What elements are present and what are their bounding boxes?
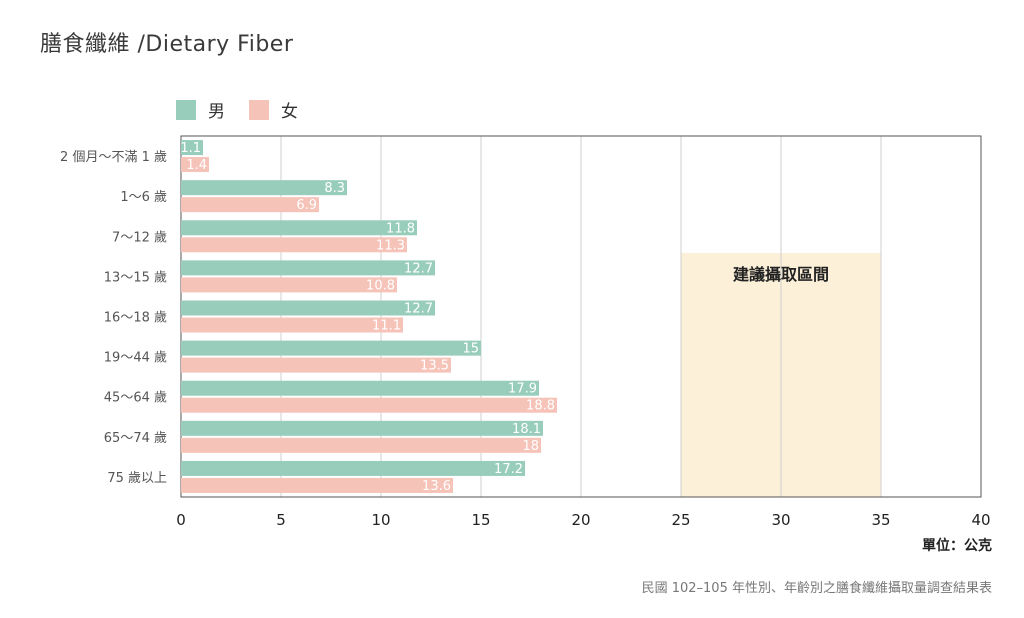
category-label: 7～12 歲 bbox=[112, 230, 167, 245]
plot-frame bbox=[180, 135, 982, 498]
x-tick-label: 25 bbox=[671, 511, 690, 529]
bar-female bbox=[181, 237, 407, 253]
data-label-female: 10.8 bbox=[366, 278, 395, 293]
bar-female bbox=[181, 317, 403, 333]
data-label-female: 6.9 bbox=[296, 198, 317, 213]
data-label-male: 12.7 bbox=[404, 261, 433, 276]
category-label: 45～64 歲 bbox=[104, 391, 167, 406]
data-label-female: 11.3 bbox=[376, 238, 405, 253]
category-label: 75 歲以上 bbox=[107, 471, 167, 486]
bar-female bbox=[181, 477, 453, 493]
x-tick-label: 40 bbox=[971, 511, 990, 529]
source-note: 民國 102–105 年性別、年齡別之膳食纖維攝取量調查結果表 bbox=[641, 581, 992, 596]
x-tick-label: 35 bbox=[871, 511, 890, 529]
recommended-range-label: 建議攝取區間 bbox=[733, 265, 829, 284]
category-label: 1～6 歲 bbox=[120, 190, 167, 205]
legend-label-female: 女 bbox=[281, 102, 298, 122]
bar-male bbox=[181, 260, 435, 276]
legend-swatch-male bbox=[176, 99, 196, 120]
x-tick-label: 15 bbox=[471, 511, 490, 529]
bar-male bbox=[181, 460, 525, 476]
x-tick-label: 5 bbox=[276, 511, 286, 529]
bar-female bbox=[181, 397, 557, 413]
data-label-male: 15 bbox=[462, 342, 479, 357]
data-label-female: 13.6 bbox=[422, 479, 451, 494]
bar-male bbox=[181, 380, 539, 396]
bar-female bbox=[181, 437, 541, 453]
category-label: 65～74 歲 bbox=[104, 431, 167, 446]
data-label-female: 18 bbox=[522, 439, 539, 454]
bar-female bbox=[181, 277, 397, 293]
data-label-male: 8.3 bbox=[324, 181, 345, 196]
bar-female bbox=[181, 357, 451, 373]
bar-male bbox=[181, 140, 203, 156]
category-label: 2 個月～不滿 1 歲 bbox=[60, 149, 167, 165]
data-label-female: 1.4 bbox=[186, 158, 207, 173]
bar-male bbox=[181, 220, 417, 236]
unit-label: 單位：公克 bbox=[922, 538, 992, 554]
legend-item-female: 女 bbox=[249, 97, 298, 122]
x-tick-label: 20 bbox=[571, 511, 590, 529]
bar-male bbox=[181, 300, 435, 316]
category-label: 19～44 歲 bbox=[104, 351, 167, 366]
data-label-male: 17.2 bbox=[494, 462, 523, 477]
data-label-female: 13.5 bbox=[420, 359, 449, 374]
data-label-male: 11.8 bbox=[386, 221, 415, 236]
x-tick-label: 0 bbox=[176, 511, 186, 529]
category-label: 16～18 歲 bbox=[104, 311, 167, 326]
bar-male bbox=[181, 340, 481, 356]
chart-title: 膳食纖維 /Dietary Fiber bbox=[40, 32, 294, 57]
bar-male bbox=[181, 420, 543, 436]
legend-swatch-female bbox=[249, 99, 269, 120]
legend: 男 女 bbox=[176, 97, 322, 122]
data-label-female: 18.8 bbox=[526, 399, 555, 414]
legend-item-male: 男 bbox=[176, 97, 225, 122]
bar-female bbox=[181, 197, 319, 213]
x-tick-label: 30 bbox=[771, 511, 790, 529]
bar-female bbox=[181, 157, 209, 173]
data-label-male: 12.7 bbox=[404, 302, 433, 317]
bar-male bbox=[181, 180, 347, 196]
x-tick-label: 10 bbox=[371, 511, 390, 529]
data-label-male: 17.9 bbox=[508, 382, 537, 397]
data-label-female: 11.1 bbox=[372, 319, 401, 334]
legend-label-male: 男 bbox=[208, 102, 225, 122]
data-label-male: 18.1 bbox=[512, 422, 541, 437]
category-label: 13～15 歲 bbox=[104, 270, 167, 285]
data-label-male: 1.1 bbox=[180, 141, 201, 156]
